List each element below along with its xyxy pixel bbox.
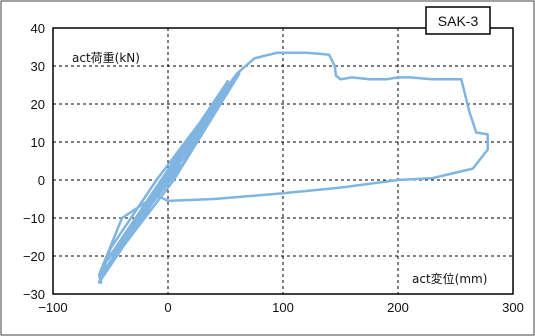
y-tick-label-6: 30 (31, 59, 45, 74)
chart-badge: SAK-3 (438, 13, 479, 29)
badge-box (425, 6, 491, 35)
series-layer (97, 51, 489, 284)
y-tick-label-7: 40 (31, 21, 45, 36)
y-tick-label-0: −30 (23, 287, 45, 302)
x-tick-label-3: 200 (387, 300, 409, 315)
x-tick-label-0: −100 (38, 300, 67, 315)
grid-lines (53, 28, 513, 294)
y-tick-label-2: −10 (23, 211, 45, 226)
series-line-0 (97, 51, 489, 284)
x-tick-label-4: 300 (502, 300, 524, 315)
y-tick-label-4: 10 (31, 135, 45, 150)
x-tick-label-1: 0 (164, 300, 171, 315)
y-tick-label-5: 20 (31, 97, 45, 112)
x-axis-label: act変位(mm) (412, 271, 487, 286)
y-tick-label-1: −20 (23, 249, 45, 264)
x-tick-label-2: 100 (272, 300, 294, 315)
y-axis-label: act荷重(kN) (72, 51, 140, 65)
plot-area-frame (52, 27, 514, 295)
y-tick-label-3: 0 (38, 173, 45, 188)
